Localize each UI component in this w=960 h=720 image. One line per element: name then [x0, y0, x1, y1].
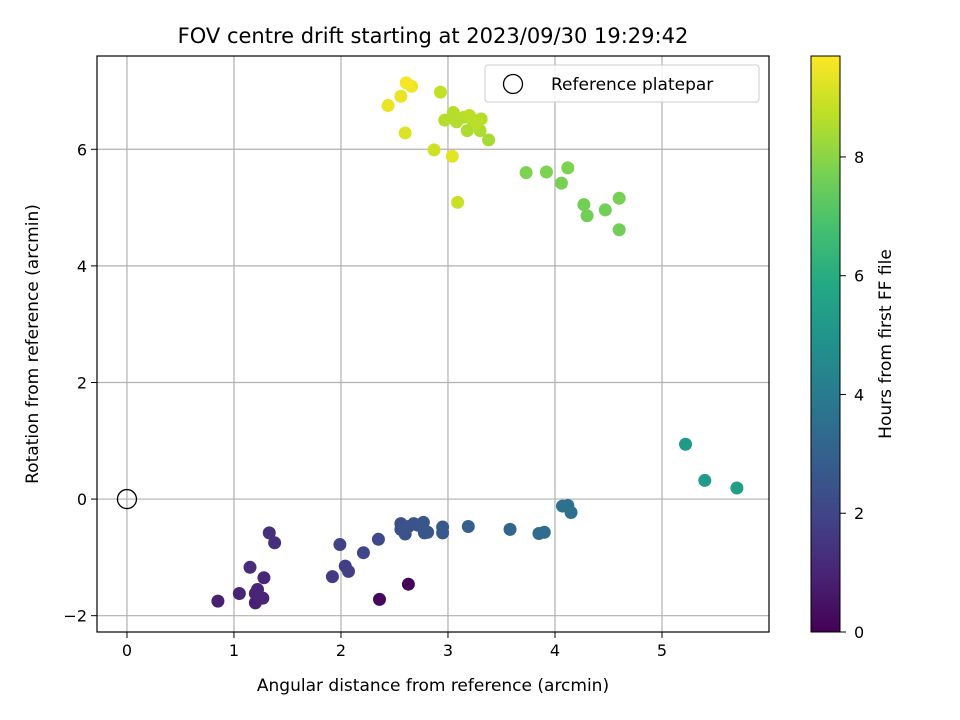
plot-frame: [96, 55, 770, 633]
data-point: [436, 526, 450, 540]
data-point: [612, 191, 626, 205]
colorbar-tick-label: 6: [854, 267, 864, 286]
chart-title: FOV centre drift starting at 2023/09/30 …: [178, 24, 689, 48]
x-axis-ticks: 0 1 2 3 4 5: [122, 632, 667, 660]
y-tick-label: 0: [77, 490, 87, 509]
data-point: [427, 143, 441, 157]
x-tick-label: 1: [229, 641, 239, 660]
data-point: [470, 116, 484, 130]
data-point: [333, 538, 347, 552]
data-points: [211, 76, 744, 610]
y-tick-label: −2: [63, 607, 87, 626]
data-point: [399, 76, 413, 90]
data-point: [460, 124, 474, 138]
data-point: [381, 99, 395, 113]
x-tick-label: 4: [550, 641, 560, 660]
legend-entry-reference: Reference platepar: [551, 75, 713, 95]
data-point: [371, 532, 385, 546]
y-axis-ticks: −2 0 2 4 6: [63, 140, 97, 626]
data-point: [433, 85, 447, 99]
colorbar: [810, 55, 841, 633]
data-point: [256, 591, 270, 605]
x-tick-label: 2: [336, 641, 346, 660]
data-point: [446, 106, 460, 120]
data-point: [445, 149, 459, 163]
data-point: [482, 133, 496, 147]
data-point: [577, 198, 591, 212]
data-point: [356, 546, 370, 560]
data-point: [232, 587, 246, 601]
data-point: [211, 594, 225, 608]
x-tick-label: 0: [122, 641, 132, 660]
reference-platepar-marker: [116, 488, 138, 510]
x-tick-label: 3: [443, 641, 453, 660]
data-point: [519, 166, 533, 180]
colorbar-tick-label: 8: [854, 148, 864, 167]
data-point: [580, 209, 594, 223]
colorbar-label: Hours from first FF file: [876, 249, 896, 439]
data-point: [539, 165, 553, 179]
data-point: [341, 564, 355, 578]
data-point: [262, 526, 276, 540]
data-point: [537, 525, 551, 539]
data-point: [698, 473, 712, 487]
y-tick-label: 2: [77, 373, 87, 392]
data-point: [561, 161, 575, 175]
data-point: [612, 223, 626, 237]
grid-lines: [97, 56, 769, 632]
legend: Reference platepar: [484, 64, 760, 103]
data-point: [598, 203, 612, 217]
data-point: [394, 89, 408, 103]
y-tick-label: 6: [77, 140, 87, 159]
data-point: [416, 515, 430, 529]
colorbar-tick-label: 4: [854, 385, 864, 404]
data-point: [401, 577, 415, 591]
data-point: [564, 505, 578, 519]
data-point: [243, 560, 257, 574]
data-point: [438, 113, 452, 127]
data-point: [451, 195, 465, 209]
data-point: [679, 437, 693, 451]
data-point: [730, 481, 744, 495]
data-point: [421, 525, 435, 539]
legend-marker: [502, 73, 524, 95]
data-point: [372, 592, 386, 606]
y-axis-label: Rotation from reference (arcmin): [23, 204, 43, 484]
data-point: [554, 176, 568, 190]
data-point: [257, 571, 271, 585]
data-point: [398, 126, 412, 140]
x-axis-label: Angular distance from reference (arcmin): [257, 676, 609, 696]
data-point: [325, 570, 339, 584]
colorbar-ticks: 0 2 4 6 8: [840, 148, 864, 642]
x-tick-label: 5: [657, 641, 667, 660]
data-point: [268, 536, 282, 550]
legend-box: [484, 64, 760, 103]
data-point: [503, 522, 517, 536]
colorbar-tick-label: 0: [854, 623, 864, 642]
reference-marker-group: [116, 488, 138, 510]
data-point: [461, 519, 475, 533]
colorbar-tick-label: 2: [854, 504, 864, 523]
y-tick-label: 4: [77, 257, 87, 276]
